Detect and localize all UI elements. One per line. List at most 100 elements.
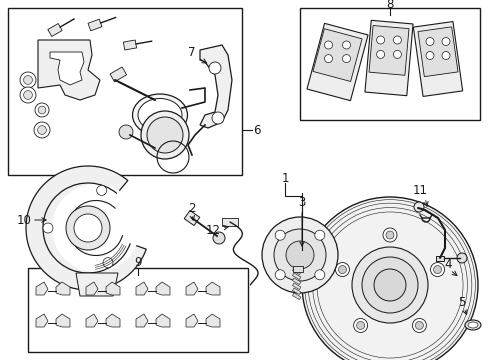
Circle shape: [411, 319, 426, 332]
Bar: [123, 40, 136, 50]
Circle shape: [314, 230, 324, 240]
Bar: [364, 20, 412, 96]
Circle shape: [373, 269, 405, 301]
Circle shape: [141, 111, 189, 159]
Circle shape: [441, 51, 449, 59]
Circle shape: [285, 241, 313, 269]
Circle shape: [66, 206, 110, 250]
Bar: [312, 29, 361, 81]
Circle shape: [324, 55, 332, 63]
Circle shape: [97, 185, 106, 195]
Polygon shape: [76, 273, 118, 296]
Circle shape: [275, 270, 285, 280]
Circle shape: [441, 37, 449, 45]
Circle shape: [38, 126, 46, 134]
Circle shape: [414, 321, 423, 329]
Bar: [292, 288, 300, 294]
Polygon shape: [50, 52, 84, 85]
Ellipse shape: [464, 320, 480, 330]
Bar: [417, 27, 457, 77]
Text: 10: 10: [17, 213, 31, 226]
Circle shape: [103, 258, 113, 267]
Text: 2: 2: [188, 202, 195, 215]
Text: 8: 8: [386, 0, 393, 12]
Bar: [48, 23, 62, 36]
Circle shape: [20, 72, 36, 88]
Circle shape: [429, 262, 444, 276]
Circle shape: [382, 228, 396, 242]
Circle shape: [342, 41, 350, 49]
Bar: [292, 273, 300, 280]
Polygon shape: [205, 282, 220, 295]
Circle shape: [38, 106, 46, 114]
Polygon shape: [106, 314, 120, 327]
Polygon shape: [156, 282, 170, 295]
Bar: [368, 26, 408, 75]
Circle shape: [23, 91, 32, 99]
Circle shape: [376, 36, 384, 44]
Bar: [110, 67, 126, 82]
Polygon shape: [200, 45, 231, 128]
Circle shape: [147, 117, 183, 153]
Circle shape: [392, 50, 401, 58]
Bar: [292, 278, 300, 285]
Bar: [435, 256, 443, 261]
Circle shape: [425, 51, 433, 59]
Polygon shape: [185, 314, 198, 327]
Text: 1: 1: [281, 171, 288, 184]
Polygon shape: [86, 314, 98, 327]
Circle shape: [351, 247, 427, 323]
Text: 12: 12: [205, 224, 220, 237]
Polygon shape: [185, 282, 198, 295]
Circle shape: [302, 197, 477, 360]
Circle shape: [413, 202, 423, 212]
Polygon shape: [106, 282, 120, 295]
Ellipse shape: [132, 94, 187, 136]
Circle shape: [34, 122, 50, 138]
Circle shape: [433, 266, 441, 274]
Polygon shape: [136, 314, 148, 327]
Text: 11: 11: [412, 184, 427, 197]
Circle shape: [335, 262, 349, 276]
Polygon shape: [56, 282, 70, 295]
Bar: [299, 8, 479, 120]
Polygon shape: [38, 40, 100, 100]
Wedge shape: [52, 184, 138, 272]
Ellipse shape: [138, 99, 182, 131]
Bar: [412, 22, 462, 96]
Polygon shape: [56, 314, 70, 327]
Circle shape: [262, 217, 337, 293]
Bar: [28, 268, 247, 352]
Circle shape: [314, 270, 324, 280]
Circle shape: [342, 55, 350, 63]
Bar: [292, 283, 300, 289]
Circle shape: [213, 232, 224, 244]
Polygon shape: [36, 282, 48, 295]
Circle shape: [275, 230, 285, 240]
Circle shape: [20, 87, 36, 103]
Polygon shape: [156, 314, 170, 327]
Circle shape: [376, 50, 384, 58]
Circle shape: [119, 125, 133, 139]
Circle shape: [353, 319, 367, 332]
Bar: [292, 266, 303, 272]
Polygon shape: [36, 314, 48, 327]
Bar: [184, 211, 200, 225]
Bar: [8, 8, 242, 175]
Bar: [292, 268, 300, 275]
Text: 4: 4: [443, 258, 451, 271]
Polygon shape: [136, 282, 148, 295]
Text: 7: 7: [188, 45, 195, 58]
Wedge shape: [26, 166, 146, 290]
Polygon shape: [205, 314, 220, 327]
Text: 6: 6: [253, 123, 260, 136]
Circle shape: [324, 41, 332, 49]
Circle shape: [273, 229, 325, 281]
Bar: [306, 23, 367, 101]
Circle shape: [425, 37, 433, 45]
Ellipse shape: [467, 322, 477, 328]
Polygon shape: [86, 282, 98, 295]
Circle shape: [392, 36, 401, 44]
Circle shape: [74, 214, 102, 242]
Circle shape: [356, 321, 364, 329]
